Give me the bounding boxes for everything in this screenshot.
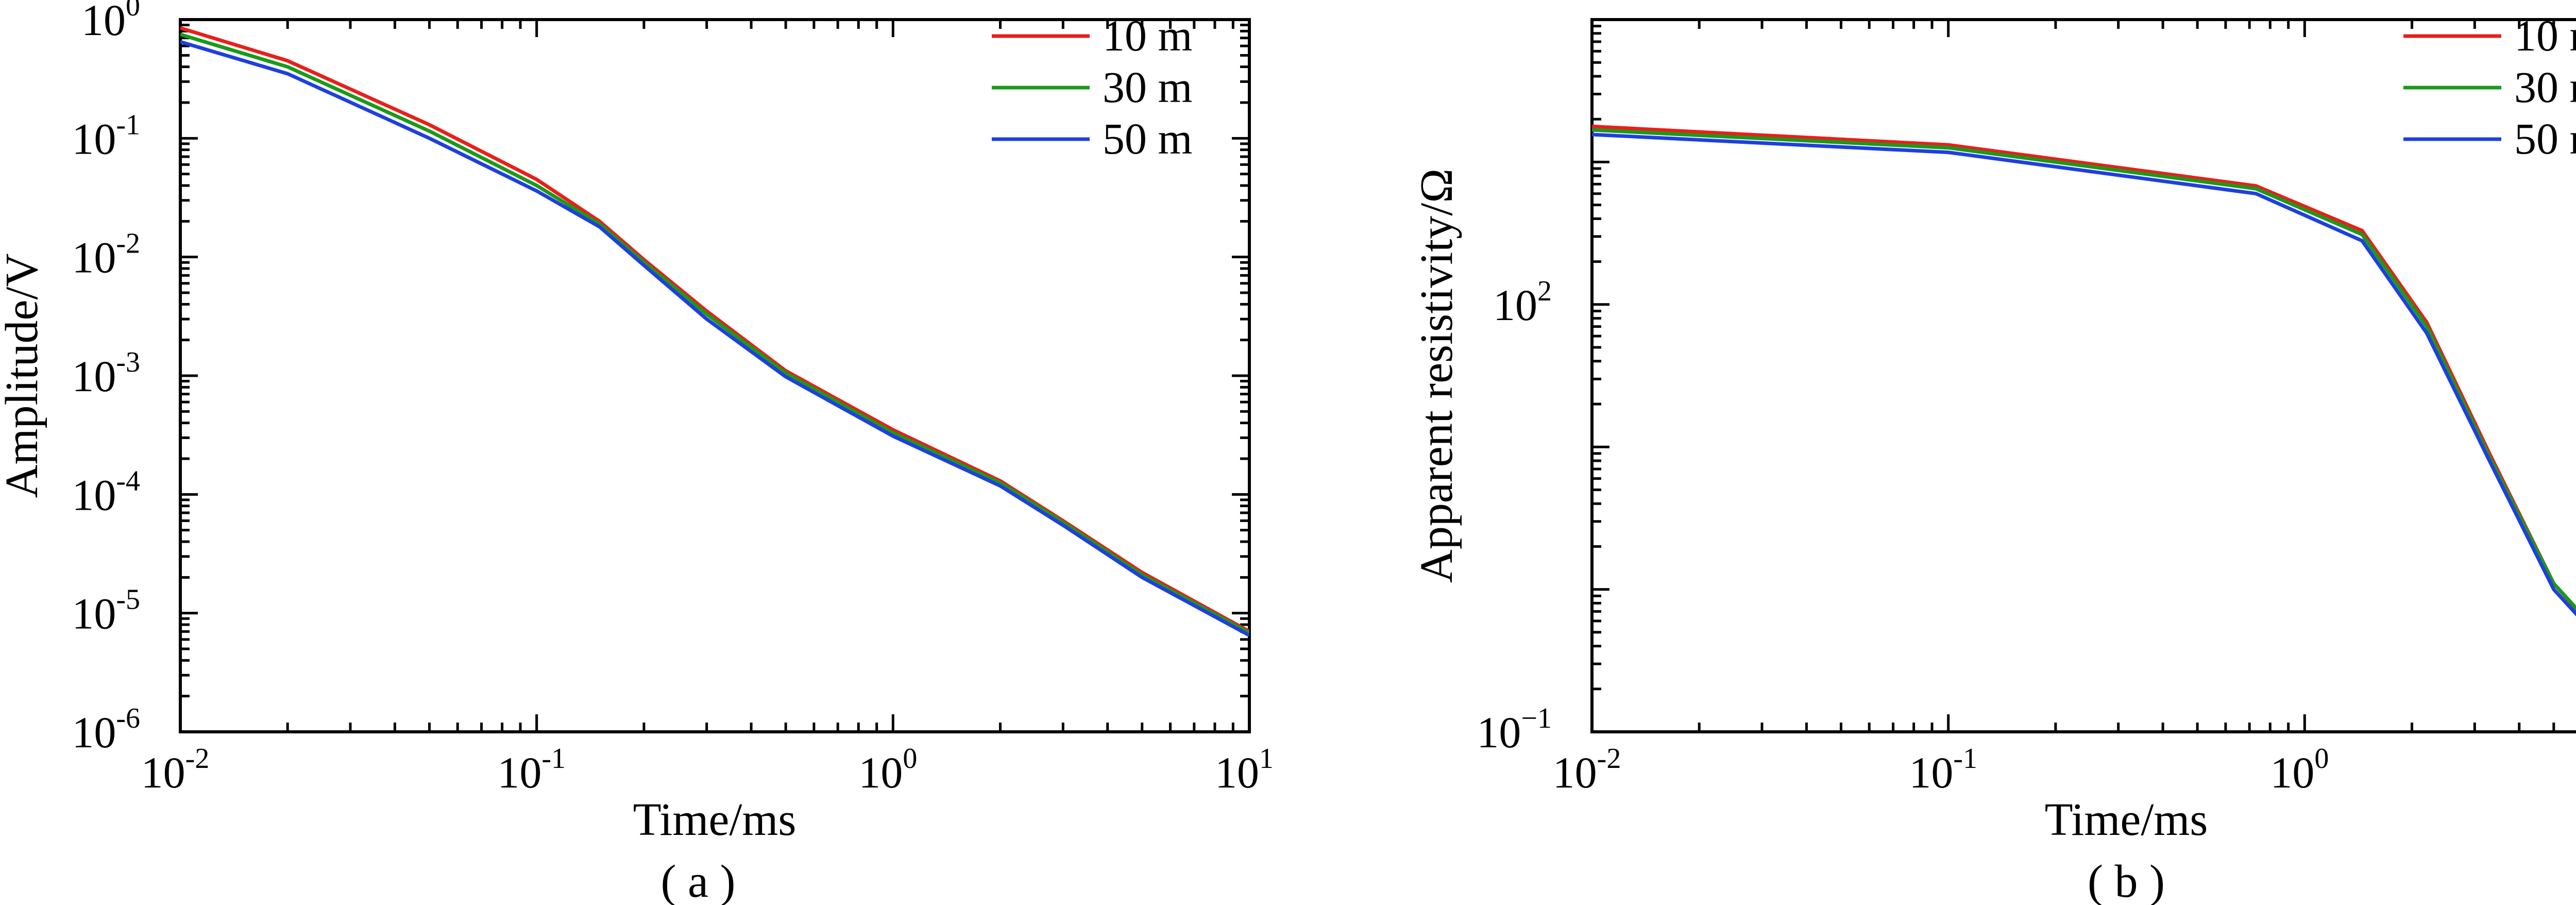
panel-a-amplitude-chart: 10-2 10-1 100 101 10010-110-210-310-410-510… bbox=[0, 0, 1274, 905]
b-x-tick-label: 10-1 bbox=[1909, 743, 1977, 797]
a-x-tick-label: 10-2 bbox=[141, 743, 210, 797]
a-legend-label-0: 10 m bbox=[1103, 11, 1192, 60]
panel-a-x-tick-labels: 10-2 10-1 100 101 bbox=[141, 743, 1274, 797]
panel-a-y-axis-title: Amplitude/V bbox=[0, 254, 47, 498]
a-y-tick-label: 10-3 bbox=[72, 346, 140, 401]
b-series-line-1 bbox=[1592, 128, 2576, 611]
b-series-line-0 bbox=[1592, 124, 2576, 612]
panel-a-legend: 10 m30 m50 m bbox=[992, 11, 1192, 163]
a-y-tick-label: 10-6 bbox=[72, 702, 140, 757]
panel-a-ticks bbox=[179, 18, 1251, 733]
panel-a-caption: ( a ) bbox=[661, 856, 736, 905]
b-y-tick-label: 10−1 bbox=[1477, 702, 1552, 757]
panel-b-caption: ( b ) bbox=[2088, 856, 2165, 905]
b-legend-label-1: 30 m bbox=[2514, 62, 2576, 112]
b-y-tick-label: 102 bbox=[1493, 275, 1552, 330]
a-x-tick-label: 10-1 bbox=[497, 743, 566, 797]
b-series-line-2 bbox=[1592, 132, 2576, 616]
b-legend-label-0: 10 m bbox=[2514, 11, 2576, 60]
a-x-tick-label: 101 bbox=[1215, 743, 1274, 797]
b-x-tick-label: 100 bbox=[2270, 743, 2329, 797]
panel-a-series-lines bbox=[180, 26, 1249, 637]
b-x-tick-label: 10-2 bbox=[1553, 743, 1621, 797]
panel-b-legend: 10 m30 m50 m bbox=[2403, 11, 2576, 163]
panel-b-plot-frame bbox=[1590, 18, 2576, 733]
a-series-line-1 bbox=[180, 32, 1249, 635]
a-x-tick-label: 100 bbox=[858, 743, 917, 797]
a-y-tick-label: 10-1 bbox=[72, 109, 140, 163]
panel-b-ticks bbox=[1590, 18, 2555, 733]
a-legend-label-1: 30 m bbox=[1103, 62, 1192, 112]
panel-b-y-axis-title: Apparent resistivity/Ω bbox=[1411, 169, 1462, 583]
a-legend-label-2: 50 m bbox=[1103, 114, 1192, 163]
panel-b-series-lines bbox=[1592, 124, 2576, 616]
a-y-tick-label: 10-2 bbox=[72, 228, 140, 282]
panel-a-y-tick-labels: 100 10-1 10-2 10-3 10-4 10-5 10-6 bbox=[72, 0, 140, 757]
panel-a-x-axis-title: Time/ms bbox=[633, 794, 796, 845]
panel-b-x-axis-title: Time/ms bbox=[2045, 794, 2208, 845]
panel-a-plot-frame bbox=[179, 18, 1251, 733]
b-legend-label-2: 50 m bbox=[2514, 114, 2576, 163]
a-y-tick-label: 10-5 bbox=[72, 584, 140, 639]
panel-b-y-tick-labels: 102 10−1 bbox=[1477, 275, 1552, 757]
a-y-tick-label: 10-4 bbox=[72, 465, 140, 519]
a-series-line-2 bbox=[180, 40, 1249, 637]
a-y-tick-label: 100 bbox=[81, 0, 140, 45]
